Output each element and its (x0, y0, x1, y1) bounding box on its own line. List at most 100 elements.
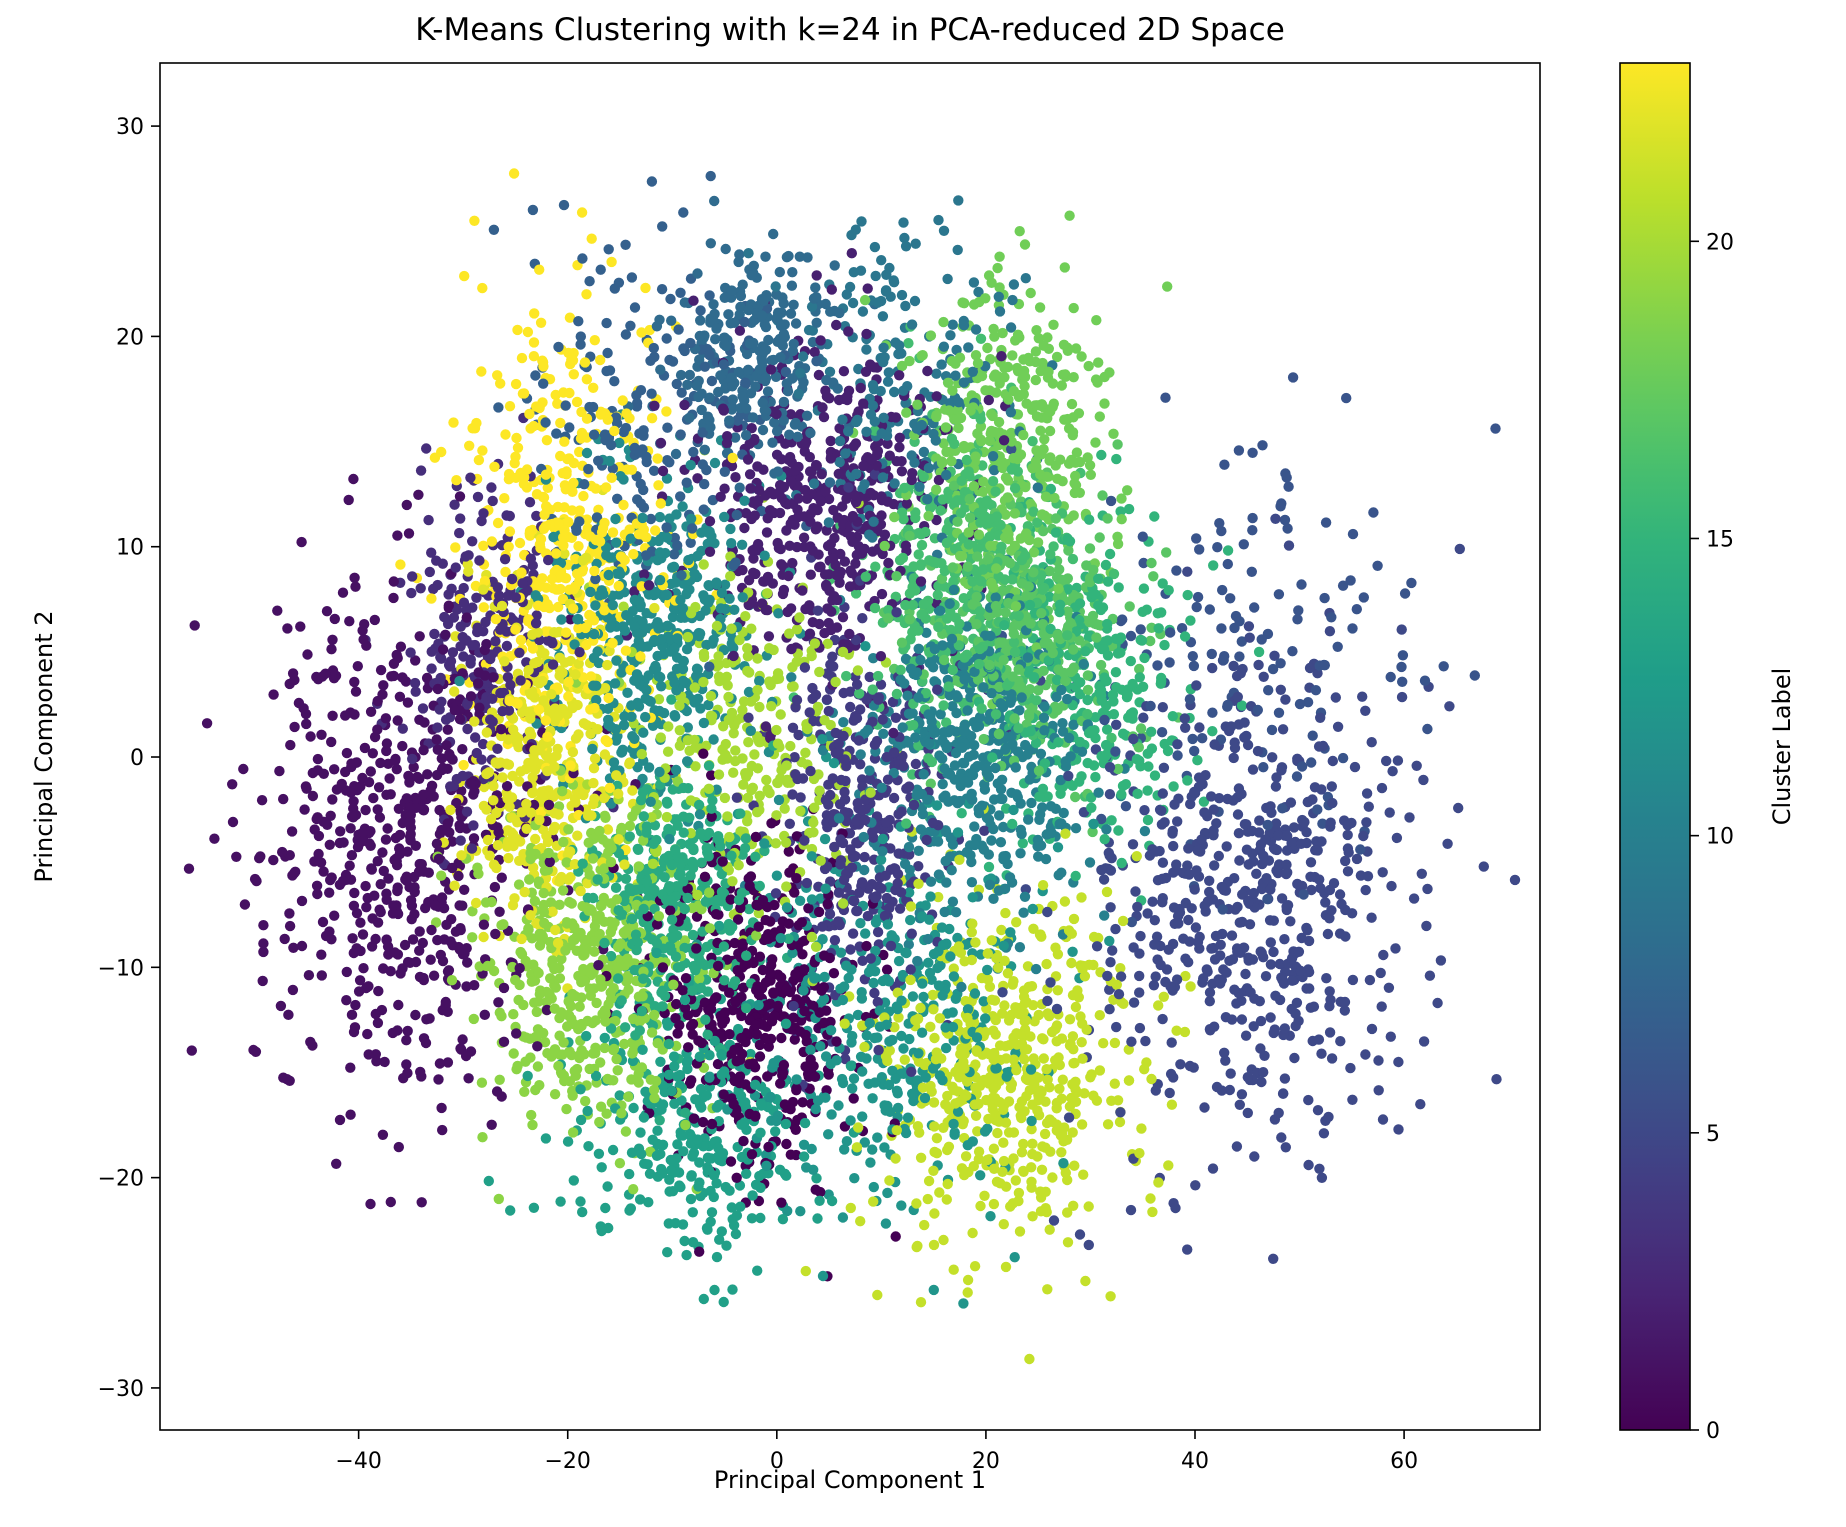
scatter-point (387, 1027, 398, 1039)
scatter-point (681, 1249, 692, 1261)
scatter-point (1014, 1226, 1026, 1237)
scatter-point (918, 991, 929, 1003)
scatter-point (734, 325, 746, 336)
scatter-point (913, 845, 924, 856)
scatter-point (430, 917, 442, 928)
scatter-point (1099, 398, 1110, 409)
scatter-point (436, 753, 447, 764)
scatter-point (1062, 1237, 1074, 1248)
scatter-point (1366, 912, 1377, 923)
scatter-point (692, 550, 703, 562)
scatter-point (1324, 626, 1336, 637)
scatter-point (1361, 788, 1373, 799)
scatter-point (1037, 526, 1049, 537)
scatter-point (1067, 990, 1079, 1001)
scatter-point (1134, 663, 1145, 675)
scatter-point (890, 1153, 901, 1164)
scatter-point (969, 821, 980, 832)
scatter-point (947, 319, 958, 330)
scatter-point (845, 1202, 856, 1214)
scatter-point (535, 317, 547, 328)
scatter-point (912, 955, 923, 967)
scatter-point (654, 511, 666, 523)
scatter-point (729, 604, 740, 615)
scatter-point (1257, 440, 1268, 451)
scatter-point (975, 1200, 986, 1212)
scatter-point (531, 1006, 542, 1018)
scatter-point (856, 993, 868, 1004)
scatter-point (1406, 577, 1417, 589)
scatter-point (434, 804, 445, 816)
scatter-point (551, 428, 562, 439)
scatter-point (288, 942, 299, 953)
scatter-point (383, 873, 394, 884)
scatter-point (442, 724, 453, 735)
scatter-point (740, 508, 752, 519)
scatter-point (1152, 608, 1164, 619)
scatter-point (679, 935, 691, 946)
scatter-point (614, 1090, 625, 1101)
scatter-point (821, 694, 833, 705)
scatter-point (1032, 537, 1044, 548)
scatter-point (563, 824, 574, 835)
scatter-point (1065, 751, 1076, 762)
scatter-point (819, 833, 831, 845)
scatter-point (882, 376, 894, 387)
scatter-point (867, 1144, 878, 1155)
scatter-point (587, 743, 598, 755)
scatter-point (1078, 1169, 1089, 1180)
scatter-point (510, 378, 522, 390)
scatter-point (1397, 676, 1408, 687)
scatter-point (695, 315, 706, 326)
scatter-point (545, 973, 556, 984)
scatter-point (1347, 623, 1358, 634)
scatter-point (1273, 589, 1285, 600)
scatter-point (687, 1018, 699, 1030)
scatter-point (1104, 548, 1116, 560)
scatter-point (1182, 860, 1193, 871)
scatter-point (1158, 762, 1170, 773)
scatter-point (1229, 873, 1240, 884)
scatter-point (1067, 1127, 1078, 1138)
scatter-point (1047, 1172, 1058, 1183)
scatter-point (477, 1132, 488, 1143)
scatter-point (473, 454, 485, 466)
scatter-point (962, 1140, 973, 1151)
scatter-point (1276, 893, 1288, 904)
scatter-point (530, 370, 541, 381)
scatter-point (334, 1114, 346, 1126)
scatter-point (878, 949, 889, 961)
scatter-point (798, 532, 810, 543)
scatter-point (1222, 558, 1234, 570)
scatter-point (1232, 809, 1244, 820)
scatter-point (861, 344, 872, 355)
scatter-point (1101, 824, 1112, 835)
scatter-point (420, 1037, 432, 1049)
scatter-point (856, 216, 867, 227)
scatter-point (883, 367, 894, 378)
scatter-point (1361, 817, 1372, 828)
scatter-point (846, 229, 857, 241)
scatter-point (331, 1158, 342, 1170)
scatter-point (605, 439, 617, 451)
scatter-point (931, 1133, 943, 1144)
scatter-point (1258, 762, 1269, 773)
scatter-point (363, 981, 374, 992)
scatter-point (258, 946, 269, 958)
scatter-point (730, 745, 741, 756)
scatter-point (402, 1025, 413, 1037)
scatter-point (872, 1053, 884, 1064)
scatter-point (770, 1126, 781, 1137)
scatter-point (848, 1093, 859, 1104)
scatter-point (1109, 1078, 1121, 1089)
scatter-point (1347, 974, 1359, 986)
scatter-point (457, 1034, 468, 1045)
scatter-point (562, 1136, 574, 1147)
scatter-point (1140, 1035, 1151, 1047)
scatter-point (1228, 752, 1239, 764)
scatter-point (534, 264, 545, 275)
scatter-point (925, 778, 936, 789)
scatter-point (401, 1035, 412, 1046)
scatter-point (481, 727, 492, 738)
scatter-point (472, 491, 484, 503)
